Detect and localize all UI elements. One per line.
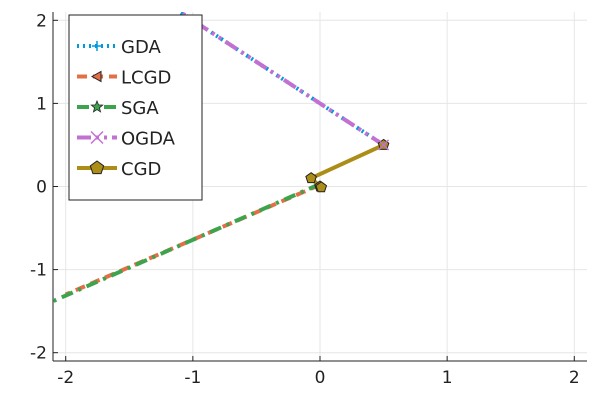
series-marker-ogda [378, 139, 390, 151]
legend-label-gda: GDA [121, 37, 161, 58]
x-tick-label: -1 [184, 368, 201, 388]
ticks: -2 -1 0 1 2 -2 -1 0 1 2 [30, 11, 580, 388]
legend-marker-ogda [90, 130, 104, 145]
legend-label-lcgd: LCGD [121, 68, 171, 89]
x-tick-label: -2 [57, 368, 74, 388]
x-tick-label: 0 [315, 368, 326, 388]
series-line-lcgd [64, 183, 321, 297]
series [53, 12, 390, 304]
y-tick-label: -1 [30, 261, 47, 281]
legend-marker-lcgd [90, 70, 102, 83]
x-tick-label: 1 [442, 368, 453, 388]
series-line-gda [179, 12, 385, 147]
legend-label-cgd: CGD [121, 159, 161, 180]
legend-label-sga: SGA [121, 98, 159, 119]
series-line-sga [53, 182, 321, 304]
y-tick-label: 0 [36, 178, 47, 198]
series-marker-cgd [315, 181, 328, 193]
x-tick-label: 2 [569, 368, 580, 388]
legend-marker-gda [92, 41, 102, 51]
legend: GDA LCGD SGA OGDA CGD [68, 14, 203, 201]
y-tick-label: -2 [30, 344, 47, 364]
y-tick-label: 2 [36, 11, 47, 31]
legend-marker-sga [90, 99, 104, 113]
series-line-ogda [179, 12, 385, 147]
y-tick-label: 1 [36, 94, 47, 114]
series-marker-cgd [305, 172, 317, 184]
legend-label-ogda: OGDA [121, 129, 176, 150]
series-line-cgd [309, 143, 385, 190]
legend-marker-cgd [89, 160, 105, 175]
